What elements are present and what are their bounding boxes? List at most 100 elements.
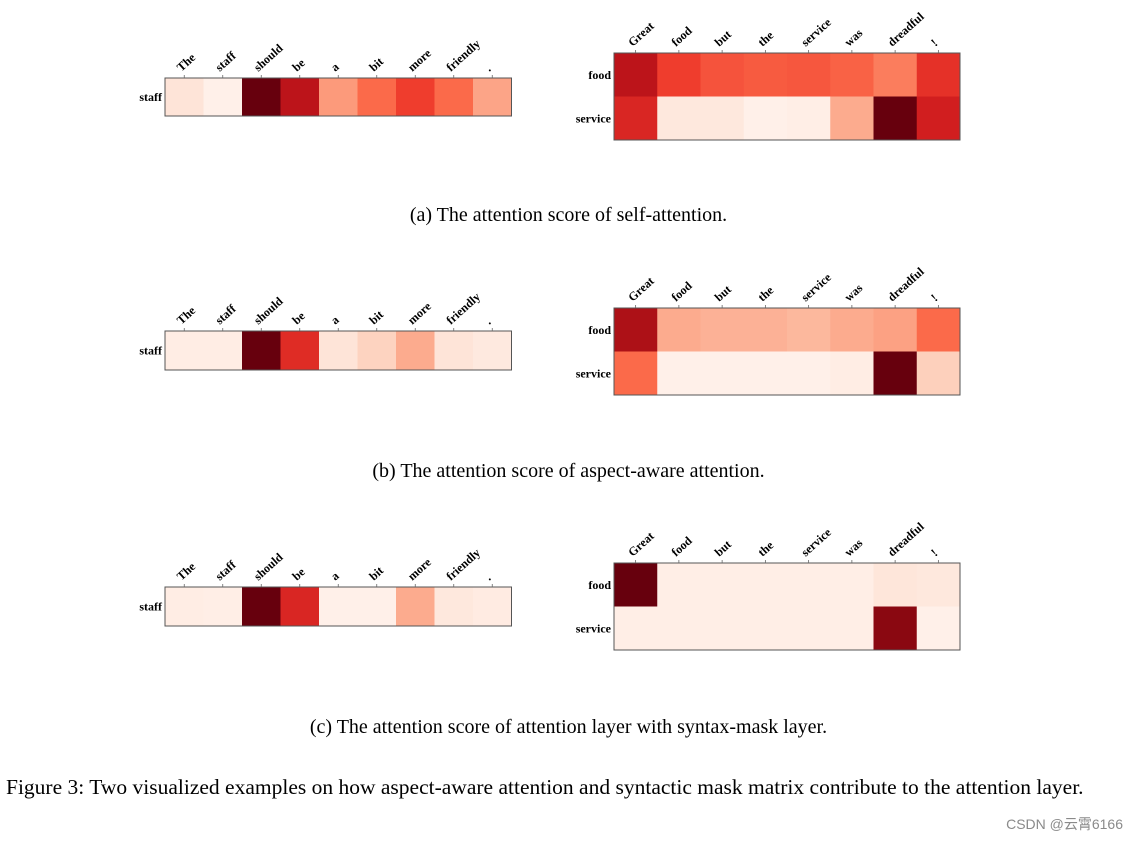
heatmap-c-right-cell-1-1 (657, 606, 701, 651)
heatmap-a-left-xlabel-1: staff (212, 48, 239, 74)
heatmap-a-left-cell-0-5 (357, 78, 397, 117)
heatmap-a-right-cell-0-5 (830, 53, 874, 97)
heatmap-c-right-xlabel-5: was (842, 536, 866, 560)
heatmap-b-right-cell-0-3 (743, 308, 788, 352)
caption-b: (b) The attention score of aspect-aware … (372, 460, 765, 482)
heatmap-c-left-cell-0-7 (434, 587, 474, 627)
heatmap-a-left-ylabel-0: staff (139, 90, 163, 104)
heatmap-c-left-cell-0-5 (357, 587, 397, 627)
heatmap-a-right-xlabel-6: dreadful (885, 9, 927, 49)
heatmap-c-right-cell-0-7 (916, 563, 961, 607)
heatmap-a-left-xlabel-2: should (251, 41, 286, 74)
heatmap-a-right-cell-1-7 (916, 96, 961, 141)
heatmap-a-left-xlabel-8: . (482, 62, 494, 74)
heatmap-a-right-cell-1-1 (657, 96, 701, 141)
heatmap-b-right-cell-0-5 (830, 308, 874, 352)
heatmap-a-right-cell-1-6 (873, 96, 918, 141)
heatmap-a-left-cell-0-0 (165, 78, 204, 117)
heatmap-b-right-cell-1-2 (700, 351, 745, 396)
heatmap-c-left-xlabel-6: more (405, 555, 435, 584)
heatmap-c-right-cell-0-3 (743, 563, 788, 607)
heatmap-b-right-ylabel-0: food (588, 323, 611, 337)
heatmap-a-right-cell-0-0 (614, 53, 658, 97)
heatmap-b-right-ylabel-1: service (576, 366, 612, 380)
heatmap-b-right-cell-0-6 (873, 308, 918, 352)
heatmap-c-right-cell-0-5 (830, 563, 874, 607)
heatmap-a-right-xlabel-2: but (712, 27, 734, 49)
heatmap-c-right-xlabel-3: the (755, 538, 777, 560)
heatmap-c-left-xlabel-4: a (328, 569, 342, 583)
heatmap-b-right-frame (613, 307, 961, 396)
heatmap-a-right-cell-1-0 (614, 96, 658, 141)
heatmap-c-left-cell-0-2 (242, 587, 281, 627)
heatmap-a-right-ylabel-1: service (576, 111, 612, 125)
heatmap-b-left-cell-0-2 (242, 331, 281, 371)
heatmap-b-right-xlabel-1: food (669, 278, 695, 304)
heatmap-c-right-xlabel-4: service (798, 525, 834, 559)
heatmap-svg: Great food but the service was dreadful !foodse… (576, 264, 961, 396)
figure-caption: Figure 3: Two visualized examples on how… (6, 775, 1084, 799)
heatmap-c-right-cell-0-6 (873, 563, 918, 607)
heatmap-c-left-cell-0-0 (165, 587, 204, 627)
heatmap-a-right-cell-1-5 (830, 96, 874, 141)
heatmap-c-right-cell-0-2 (700, 563, 745, 607)
heatmap-b-right-cell-1-6 (873, 351, 918, 396)
heatmap-a-left-xlabel-3: be (289, 55, 308, 74)
heatmap-c-left: The staff should be a bit more friendly. staff (105, 536, 535, 630)
heatmap-b-right-xlabel-7: ! (928, 291, 940, 304)
heatmap-a-left-xlabel-6: more (405, 46, 435, 75)
heatmap-b-right-cell-0-4 (787, 308, 831, 352)
heatmap-c-right-cell-1-0 (614, 606, 658, 651)
heatmap-b-left-xlabel-3: be (289, 308, 308, 327)
heatmap-a-right-frame (613, 52, 961, 141)
heatmap-a-left-cell-0-4 (319, 78, 358, 117)
heatmap-b-right-cell-0-1 (657, 308, 701, 352)
heatmap-b-right-cell-1-4 (787, 351, 831, 396)
heatmap-b-left-xlabel-5: bit (366, 307, 386, 327)
heatmap-svg: The staff should be a bit more friendly. staff (139, 290, 512, 371)
heatmap-c-right-xlabel-2: but (712, 537, 734, 559)
heatmap-a-right-xlabel-7: ! (928, 36, 940, 49)
caption-c: (c) The attention score of attention lay… (309, 716, 828, 738)
heatmap-a-right-cell-1-4 (787, 96, 831, 141)
heatmap-c-left-cell-0-1 (203, 587, 243, 627)
heatmap-b-left-xlabel-6: more (405, 299, 435, 328)
heatmap-b-right-cell-1-0 (614, 351, 658, 396)
heatmap-c-right-cell-1-6 (873, 606, 918, 651)
heatmap-b-right-cell-1-3 (743, 351, 788, 396)
heatmap-b-left-cell-0-7 (434, 331, 474, 371)
heatmap-b-right-xlabel-2: but (712, 282, 734, 304)
heatmap-b-right-xlabel-4: service (798, 270, 834, 304)
heatmap-a-right-xlabel-4: service (798, 15, 834, 49)
heatmap-c-left-xlabel-7: friendly (443, 546, 483, 584)
heatmap-a-right-cell-0-7 (916, 53, 961, 97)
heatmap-a-right-cell-0-1 (657, 53, 701, 97)
heatmap-a-left-xlabel-4: a (328, 60, 342, 74)
heatmap-c-left-cell-0-6 (396, 587, 435, 627)
heatmap-b-left-cell-0-5 (357, 331, 397, 371)
heatmap-b-left-xlabel-0: The (174, 303, 199, 327)
heatmap-a-left-cell-0-6 (396, 78, 435, 117)
heatmap-b-left-xlabel-1: staff (212, 301, 239, 327)
heatmap-b-right-cell-0-2 (700, 308, 745, 352)
heatmap-c-left-cell-0-3 (280, 587, 320, 627)
heatmap-a-right-xlabel-5: was (842, 26, 866, 50)
heatmap-b-left-cell-0-3 (280, 331, 320, 371)
heatmap-a-right-cell-1-3 (743, 96, 788, 141)
heatmap-c-left-xlabel-0: The (174, 559, 199, 583)
heatmap-svg: The staff should be a bit more friendly. staff (139, 37, 512, 117)
heatmap-b-left-cell-0-4 (319, 331, 358, 371)
heatmap-a-left-cell-0-2 (242, 78, 281, 117)
heatmap-a-right-cell-0-3 (743, 53, 788, 97)
heatmap-b-right-xlabel-3: the (755, 283, 777, 305)
heatmap-c-left-xlabel-3: be (289, 564, 308, 583)
heatmap-a-left-cell-0-8 (473, 78, 512, 117)
heatmap-b-left-xlabel-8: . (482, 315, 494, 327)
heatmap-a-right-xlabel-0: Great (625, 19, 656, 49)
heatmap-a-right-cell-0-2 (700, 53, 745, 97)
heatmap-c-right-cell-0-1 (657, 563, 701, 607)
heatmap-c-right-cell-1-3 (743, 606, 788, 651)
heatmap-c-left-cell-0-4 (319, 587, 358, 627)
heatmap-c-right-xlabel-0: Great (625, 529, 656, 559)
heatmap-c-right-ylabel-0: food (588, 578, 611, 592)
